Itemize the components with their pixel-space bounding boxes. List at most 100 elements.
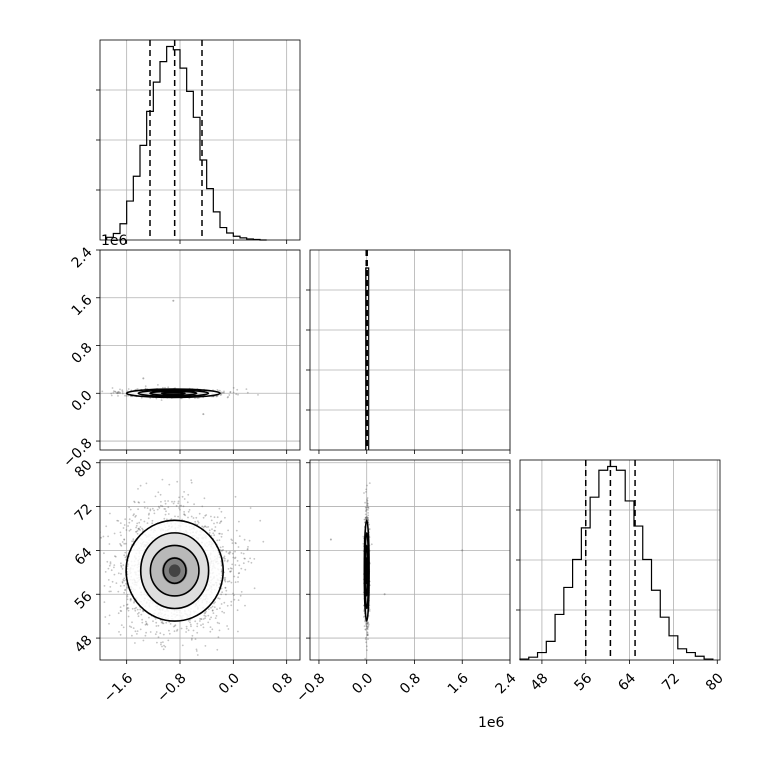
param-1-vs-param-3-point: [175, 505, 178, 507]
param-1-vs-param-3-point: [127, 609, 130, 612]
param-2-vs-param-3-point: [365, 488, 368, 491]
param-1-vs-param-3-point: [138, 527, 140, 530]
param-1-vs-param-3-point: [174, 515, 176, 518]
param-1-vs-param-3-point: [176, 628, 179, 631]
param-1-vs-param-3-point: [159, 493, 162, 496]
param-1-vs-param-3-point: [187, 510, 190, 513]
param-2-vs-param-3-point: [366, 501, 369, 504]
param-1-vs-param-3-point: [160, 643, 162, 646]
param-1-vs-param-3-point: [216, 539, 219, 542]
param-1-vs-param-3-point: [203, 497, 206, 500]
param-1-vs-param-3-point: [190, 515, 193, 518]
param-1-vs-param-3-point: [178, 507, 181, 509]
param-1-vs-param-2-point: [216, 389, 219, 391]
param-1-vs-param-3-point: [161, 621, 164, 623]
param-1-vs-param-3-point: [186, 501, 189, 504]
param-2-vs-param-3-point: [367, 622, 370, 624]
param-2-vs-param-3-point: [366, 631, 369, 634]
param-1-vs-param-2-point: [101, 390, 104, 393]
param-1-vs-param-3-point: [122, 626, 125, 629]
param-1-vs-param-3-point: [108, 543, 111, 545]
param-1-vs-param-3-point: [149, 631, 152, 633]
param-1-vs-param-3-point: [176, 630, 178, 632]
param-1-vs-param-3-point: [229, 551, 232, 553]
param-3-xlabel-2: 64: [615, 670, 639, 694]
param-1-vs-param-3-point: [204, 615, 207, 618]
param-1-vs-param-3-point: [214, 526, 217, 528]
param-1-vs-param-3-point: [218, 597, 221, 600]
param-2-xlabel-0: −0.8: [293, 670, 328, 705]
param-1-vs-param-3-point: [194, 520, 197, 523]
param-1-vs-param-2-point: [164, 386, 166, 389]
param-1-vs-param-3-point: [160, 504, 162, 507]
param-1-vs-param-3-point: [141, 618, 144, 621]
param-1-vs-param-3-point: [139, 529, 142, 531]
param-2-vs-param-3-point: [365, 516, 367, 519]
param-1-vs-param-3-point: [123, 538, 126, 541]
param-1-vs-param-3-point: [161, 478, 164, 481]
param-1-vs-param-3-point: [196, 622, 199, 625]
param-1-vs-param-3-point: [135, 530, 138, 533]
param-1-vs-param-3-point: [183, 511, 186, 513]
param-1-vs-param-3-point: [235, 529, 238, 532]
param-1-vs-param-3-point: [233, 594, 235, 597]
param-1-vs-param-3-point: [125, 529, 128, 531]
param-1-vs-param-3-point: [124, 589, 126, 592]
param-1-vs-param-3-point: [119, 606, 122, 608]
param-1-vs-param-2-point: [117, 390, 120, 393]
param-1-vs-param-3-point: [173, 500, 176, 503]
param-1-vs-param-3-point: [102, 535, 105, 538]
param-1-vs-param-3-point: [212, 532, 215, 535]
param-1-vs-param-3-point: [119, 531, 122, 534]
param-1-vs-param-3-point: [183, 513, 186, 516]
param-2-vs-param-3-point: [365, 641, 367, 644]
param-1-vs-param-3-point: [108, 564, 111, 567]
param-1-vs-param-3-point: [125, 555, 128, 558]
param-1-vs-param-3-point: [224, 516, 226, 519]
param-1-vs-param-3-point: [124, 551, 127, 554]
param-1-vs-param-3-point: [114, 555, 116, 558]
param-1-vs-param-3-point: [200, 624, 202, 627]
param-1-vs-param-3-point: [107, 535, 109, 538]
param-1-vs-param-3-point: [120, 545, 123, 547]
param-1-vs-param-3-point: [217, 636, 220, 639]
param-2-vs-param-3-point: [366, 516, 369, 519]
param-1-vs-param-3-point: [232, 592, 234, 595]
param-1-vs-param-3-point: [131, 540, 134, 543]
param-1-vs-param-3-point: [183, 513, 186, 515]
param-1-vs-param-2-point: [117, 392, 120, 395]
param-1-vs-param-3-point: [160, 500, 162, 503]
param-1-vs-param-3-point: [231, 552, 234, 555]
param-3-ylabel-2: 64: [72, 545, 96, 569]
param-1-vs-param-3-point: [121, 581, 124, 584]
param-1-vs-param-3-point: [187, 619, 190, 622]
param-1-vs-param-2-point: [236, 388, 239, 391]
param-1-vs-param-3-point: [119, 543, 121, 545]
param-1-vs-param-3-point: [202, 516, 205, 519]
param-1-vs-param-3-point: [103, 585, 106, 587]
param-1-vs-param-3-point: [122, 604, 125, 607]
param-1-vs-param-3-point: [111, 580, 114, 583]
param-1-vs-param-2-point: [246, 391, 249, 394]
param-1-vs-param-3-point: [192, 517, 195, 519]
param-1-vs-param-3-point: [216, 621, 219, 624]
param-1-vs-param-3-point: [158, 507, 161, 509]
param-1-vs-param-2-point: [162, 386, 164, 389]
param-1-vs-param-2-point: [121, 389, 124, 392]
param-1-vs-param-3-point: [185, 631, 188, 633]
param-1-vs-param-3-point: [127, 615, 130, 618]
param-1-vs-param-3-point: [223, 601, 226, 604]
param-1-vs-param-3-point: [160, 621, 163, 624]
param-2-vs-param-3-point: [365, 623, 367, 626]
param-1-vs-param-3-point: [123, 542, 126, 545]
param-1-vs-param-3-point: [123, 524, 126, 526]
param-1-vs-param-3-point: [242, 552, 245, 555]
param-1-vs-param-3-point: [236, 560, 239, 562]
param-1-vs-param-3-point: [135, 524, 138, 527]
param-1-vs-param-3-point: [123, 538, 126, 541]
param-2-vs-param-3-point: [365, 627, 368, 630]
param-1-vs-param-3-point: [108, 590, 111, 593]
param-1-vs-param-2-frame: [99, 249, 301, 451]
param-1-vs-param-3-point: [229, 571, 232, 573]
param-1-vs-param-3-point: [198, 512, 201, 515]
